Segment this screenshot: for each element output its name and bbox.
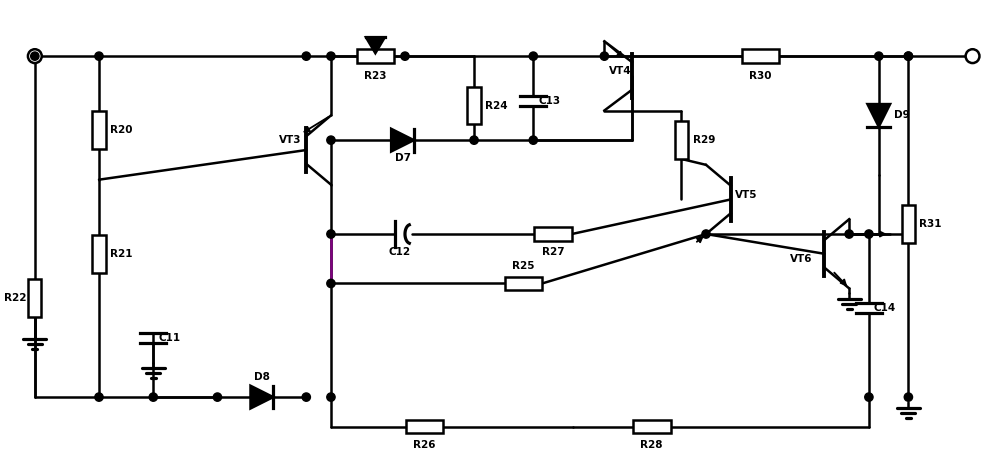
- Text: D9: D9: [894, 110, 909, 120]
- Circle shape: [327, 393, 335, 401]
- Circle shape: [28, 49, 42, 63]
- Text: C11: C11: [158, 333, 180, 343]
- Text: R31: R31: [919, 219, 941, 229]
- Polygon shape: [366, 37, 385, 53]
- Circle shape: [865, 393, 873, 401]
- Circle shape: [875, 52, 883, 60]
- Polygon shape: [867, 104, 890, 127]
- Bar: [505, 277, 542, 290]
- Text: R25: R25: [512, 261, 535, 271]
- Circle shape: [845, 230, 853, 238]
- Bar: [902, 205, 915, 243]
- Bar: [534, 228, 572, 241]
- Circle shape: [327, 230, 335, 238]
- Circle shape: [904, 52, 913, 60]
- Bar: [28, 280, 41, 317]
- Text: R28: R28: [640, 439, 663, 449]
- Bar: [406, 420, 443, 433]
- Text: R29: R29: [693, 135, 715, 145]
- Bar: [633, 420, 671, 433]
- Text: VT3: VT3: [279, 135, 301, 145]
- Bar: [675, 121, 688, 159]
- Circle shape: [95, 393, 103, 401]
- Circle shape: [529, 136, 537, 144]
- Polygon shape: [391, 129, 414, 152]
- Circle shape: [966, 49, 979, 63]
- Circle shape: [302, 393, 310, 401]
- Text: VT5: VT5: [735, 190, 757, 200]
- Bar: [92, 111, 106, 149]
- Circle shape: [600, 52, 609, 60]
- Text: R27: R27: [542, 247, 564, 257]
- Bar: [92, 235, 106, 273]
- Text: C13: C13: [538, 96, 560, 106]
- Circle shape: [470, 136, 478, 144]
- Bar: [467, 87, 481, 124]
- Polygon shape: [251, 386, 273, 409]
- Circle shape: [904, 393, 913, 401]
- Circle shape: [401, 52, 409, 60]
- Text: R20: R20: [110, 125, 133, 135]
- Text: R23: R23: [364, 71, 387, 81]
- Circle shape: [31, 52, 39, 60]
- Circle shape: [149, 393, 157, 401]
- Text: R30: R30: [749, 71, 772, 81]
- Circle shape: [95, 52, 103, 60]
- Text: C12: C12: [389, 247, 411, 257]
- Text: C14: C14: [874, 303, 896, 313]
- Text: D7: D7: [395, 153, 411, 163]
- Text: R24: R24: [485, 100, 508, 110]
- Text: R21: R21: [110, 249, 133, 259]
- Circle shape: [213, 393, 222, 401]
- Text: VT4: VT4: [609, 66, 632, 76]
- Circle shape: [327, 136, 335, 144]
- Circle shape: [327, 52, 335, 60]
- Circle shape: [327, 279, 335, 288]
- Bar: [357, 49, 394, 63]
- Text: R22: R22: [4, 293, 26, 303]
- Circle shape: [302, 52, 310, 60]
- Circle shape: [865, 230, 873, 238]
- Circle shape: [702, 230, 710, 238]
- Text: R26: R26: [413, 439, 436, 449]
- Text: D8: D8: [254, 373, 270, 383]
- Text: VT6: VT6: [790, 254, 812, 264]
- Circle shape: [529, 52, 537, 60]
- Bar: [742, 49, 779, 63]
- Circle shape: [904, 52, 913, 60]
